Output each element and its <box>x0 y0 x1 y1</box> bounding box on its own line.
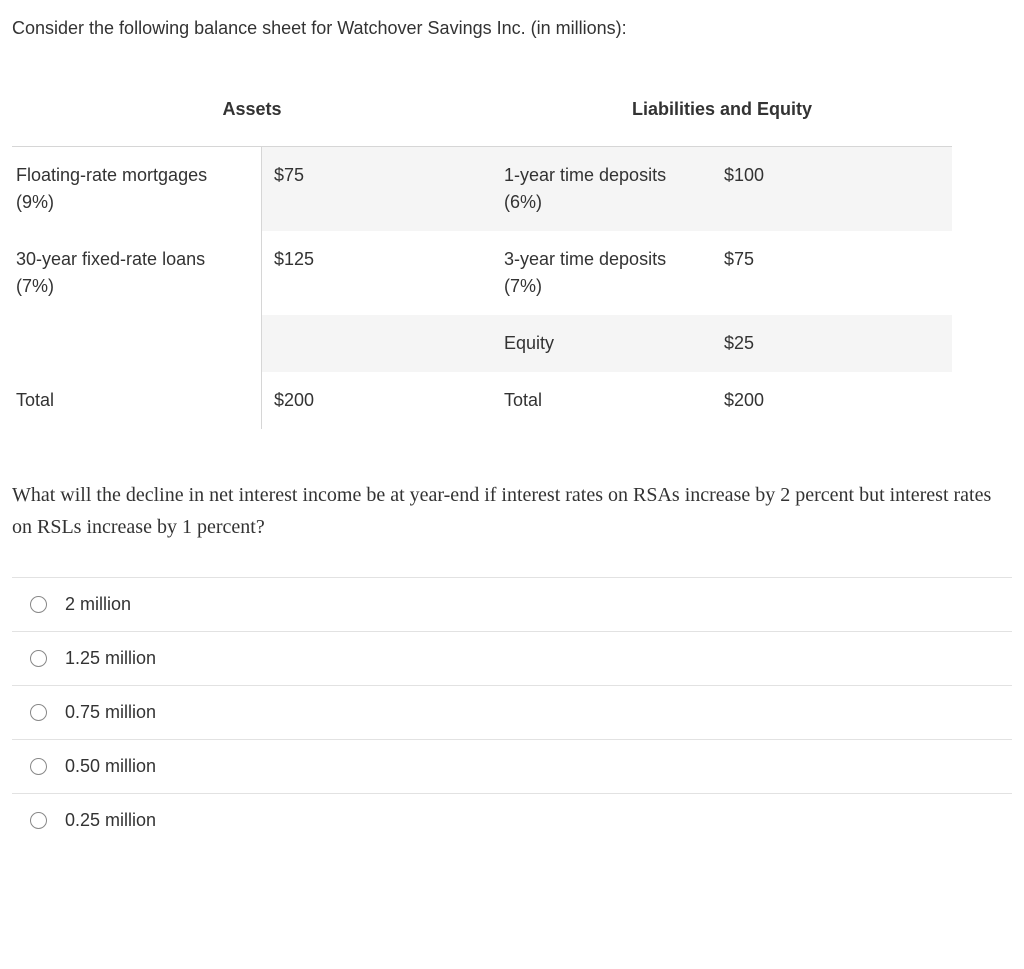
liability-label: 3-year time deposits <box>504 249 666 269</box>
asset-sub: (9%) <box>16 192 249 213</box>
asset-label: 30-year fixed-rate loans <box>16 249 205 269</box>
option-label: 0.50 million <box>65 756 156 777</box>
answer-options: 2 million 1.25 million 0.75 million 0.50… <box>12 577 1012 847</box>
asset-value: $200 <box>262 372 492 429</box>
option-label: 0.25 million <box>65 810 156 831</box>
assets-header: Assets <box>12 99 492 120</box>
option-3[interactable]: 0.50 million <box>12 740 1012 794</box>
option-2[interactable]: 0.75 million <box>12 686 1012 740</box>
question-text: What will the decline in net interest in… <box>12 479 1012 543</box>
liability-value: $75 <box>712 231 952 315</box>
radio-icon <box>30 596 47 613</box>
option-label: 0.75 million <box>65 702 156 723</box>
asset-value: $125 <box>262 231 492 315</box>
radio-icon <box>30 650 47 667</box>
liability-label: Total <box>504 390 542 410</box>
table-row: Equity $25 <box>12 315 952 372</box>
liability-label: 1-year time deposits <box>504 165 666 185</box>
intro-text: Consider the following balance sheet for… <box>12 18 1012 39</box>
liability-value: $25 <box>712 315 952 372</box>
option-0[interactable]: 2 million <box>12 578 1012 632</box>
table-row: Floating-rate mortgages (9%) $75 1-year … <box>12 147 952 231</box>
asset-sub: (7%) <box>16 276 249 297</box>
liability-sub: (6%) <box>504 192 700 213</box>
option-label: 2 million <box>65 594 131 615</box>
asset-label: Total <box>16 390 54 410</box>
liability-sub: (7%) <box>504 276 700 297</box>
liability-label: Equity <box>504 333 554 353</box>
asset-label: Floating-rate mortgages <box>16 165 207 185</box>
liability-value: $100 <box>712 147 952 231</box>
asset-value <box>262 315 492 372</box>
asset-value: $75 <box>262 147 492 231</box>
table-row: Total $200 Total $200 <box>12 372 952 429</box>
table-row: 30-year fixed-rate loans (7%) $125 3-yea… <box>12 231 952 315</box>
liabilities-header: Liabilities and Equity <box>492 99 952 120</box>
liability-value: $200 <box>712 372 952 429</box>
radio-icon <box>30 758 47 775</box>
radio-icon <box>30 812 47 829</box>
option-1[interactable]: 1.25 million <box>12 632 1012 686</box>
balance-sheet-table: Assets Liabilities and Equity Floating-r… <box>12 99 952 429</box>
radio-icon <box>30 704 47 721</box>
option-label: 1.25 million <box>65 648 156 669</box>
option-4[interactable]: 0.25 million <box>12 794 1012 847</box>
